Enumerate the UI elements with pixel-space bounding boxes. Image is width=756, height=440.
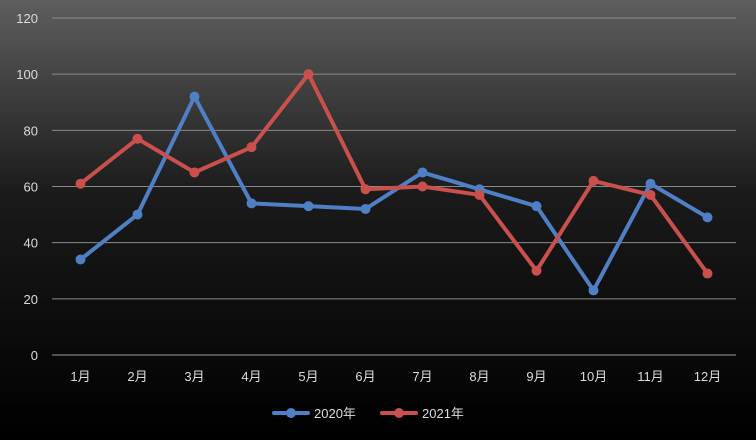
x-axis: 1月 2月 3月 4月 5月 6月 7月 8月 9月 10月 11月 12月 — [70, 369, 721, 384]
data-point — [588, 285, 599, 296]
x-tick-label: 9月 — [526, 369, 546, 384]
x-tick-label: 6月 — [355, 369, 375, 384]
data-point — [417, 167, 428, 178]
legend-item: 2020年 — [272, 406, 356, 421]
y-tick-label: 40 — [24, 236, 38, 251]
series-group — [75, 69, 713, 296]
legend-marker — [394, 408, 404, 418]
y-tick-label: 20 — [24, 292, 38, 307]
data-point — [702, 212, 713, 223]
data-point — [246, 198, 257, 209]
gridlines — [52, 17, 736, 356]
legend-item: 2021年 — [380, 406, 464, 421]
legend-label: 2021年 — [422, 406, 464, 421]
x-tick-label: 2月 — [127, 369, 147, 384]
data-point — [531, 201, 542, 212]
y-tick-label: 0 — [31, 348, 38, 363]
x-tick-label: 4月 — [241, 369, 261, 384]
legend: 2020年 2021年 — [272, 406, 464, 421]
x-tick-label: 10月 — [580, 369, 607, 384]
x-tick-label: 3月 — [184, 369, 204, 384]
data-point — [75, 254, 86, 265]
data-point — [303, 69, 314, 80]
data-point — [417, 181, 428, 192]
data-point — [132, 209, 143, 220]
data-point — [645, 189, 656, 200]
x-tick-label: 11月 — [637, 369, 664, 384]
x-tick-label: 1月 — [70, 369, 90, 384]
x-tick-label: 12月 — [694, 369, 721, 384]
y-tick-label: 100 — [16, 67, 38, 82]
data-point — [588, 175, 599, 186]
y-tick-label: 80 — [24, 123, 38, 138]
data-point — [360, 184, 371, 195]
series-line — [78, 94, 710, 293]
data-point — [189, 91, 200, 102]
series-1 — [75, 91, 713, 296]
data-point — [303, 201, 314, 212]
data-point — [189, 167, 200, 178]
data-point — [75, 178, 86, 189]
x-tick-label: 8月 — [469, 369, 489, 384]
data-point — [360, 203, 371, 214]
data-point — [645, 178, 656, 189]
legend-label: 2020年 — [314, 406, 356, 421]
data-point — [702, 268, 713, 279]
data-point — [132, 133, 143, 144]
series-2 — [75, 69, 713, 279]
legend-marker — [286, 408, 296, 418]
y-axis: 0 20 40 60 80 100 120 — [16, 11, 38, 363]
x-tick-label: 7月 — [412, 369, 432, 384]
data-point — [474, 189, 485, 200]
data-point — [246, 142, 257, 153]
data-point — [531, 265, 542, 276]
y-tick-label: 120 — [16, 11, 38, 26]
series-line — [78, 72, 710, 276]
y-tick-label: 60 — [24, 180, 38, 195]
x-tick-label: 5月 — [298, 369, 318, 384]
